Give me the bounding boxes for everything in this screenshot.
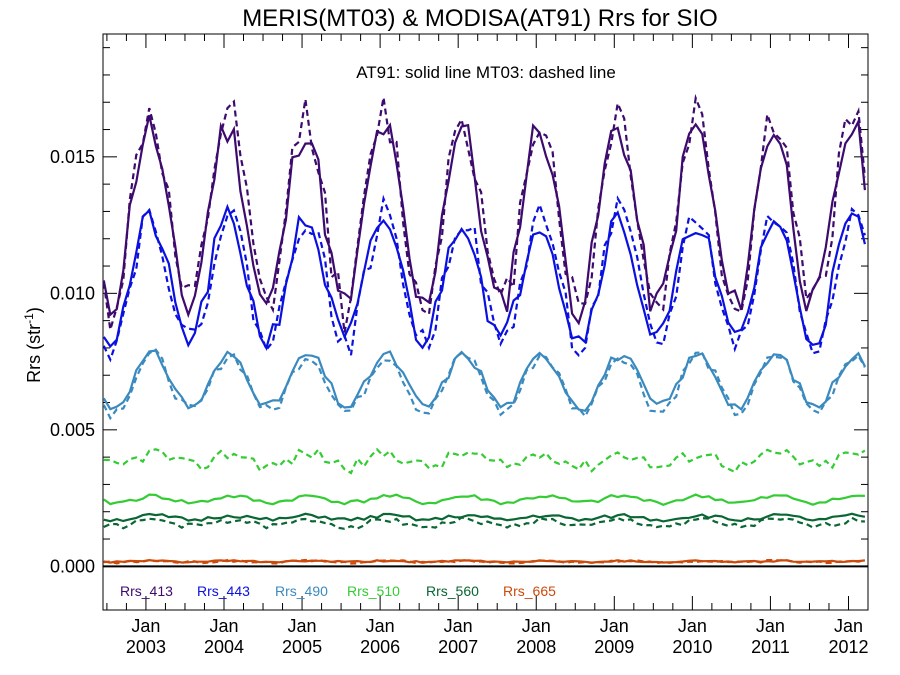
series-line-rrs_510-at91 — [103, 493, 865, 506]
series-line-rrs_560-mt03 — [103, 516, 865, 530]
x-tick-month-label: Jan — [834, 616, 863, 636]
x-tick-month-label: Jan — [444, 616, 473, 636]
legend-entry-rrs_665: Rrs_665 — [503, 583, 556, 599]
x-tick-year-label: 2003 — [126, 637, 166, 657]
legend-entry-rrs_413: Rrs_413 — [120, 583, 173, 599]
y-axis-label-close: ) — [24, 307, 44, 313]
plot-frame — [102, 33, 869, 611]
legend-entry-rrs_510: Rrs_510 — [347, 583, 400, 599]
y-tick-label: 0.000 — [50, 556, 95, 576]
x-tick-year-label: 2005 — [282, 637, 322, 657]
x-tick-year-label: 2011 — [751, 637, 790, 657]
y-tick-label: 0.005 — [50, 420, 95, 440]
x-tick-month-label: Jan — [678, 616, 707, 636]
series-line-rrs_665-mt03 — [103, 558, 866, 565]
x-tick-year-label: 2006 — [360, 637, 400, 657]
series-line-rrs_490-at91 — [102, 349, 866, 413]
x-tick-month-label: Jan — [756, 616, 785, 636]
x-tick-year-label: 2009 — [594, 637, 634, 657]
x-tick-month-label: Jan — [131, 616, 160, 636]
x-tick-month-label: Jan — [600, 616, 629, 636]
line-style-annotation: AT91: solid line MT03: dashed line — [356, 63, 616, 82]
x-tick-month-label: Jan — [209, 616, 238, 636]
y-axis-label: Rrs (str-1) — [22, 307, 44, 383]
chart-title: MERIS(MT03) & MODISA(AT91) Rrs for SIO — [242, 5, 718, 32]
x-tick-year-label: 2012 — [828, 637, 868, 657]
series-line-rrs_560-at91 — [103, 512, 866, 523]
series-line-rrs_510-mt03 — [103, 447, 866, 475]
series-line-rrs_413-mt03 — [102, 93, 866, 333]
y-axis-label-superscript: -1 — [22, 313, 36, 324]
x-tick-month-label: Jan — [366, 616, 395, 636]
legend-entry-rrs_443: Rrs_443 — [197, 583, 250, 599]
x-tick-year-label: 2007 — [438, 637, 478, 657]
legend-entry-rrs_560: Rrs_560 — [426, 583, 479, 599]
series-line-rrs_443-at91 — [102, 203, 866, 352]
x-tick-month-label: Jan — [522, 616, 551, 636]
x-tick-year-label: 2008 — [516, 637, 556, 657]
legend-entry-rrs_490: Rrs_490 — [275, 583, 328, 599]
x-tick-year-label: 2004 — [204, 637, 244, 657]
series-line-rrs_490-mt03 — [102, 348, 866, 421]
x-tick-month-label: Jan — [288, 616, 317, 636]
y-tick-label: 0.015 — [50, 147, 95, 167]
y-tick-label: 0.010 — [50, 283, 95, 303]
series-line-rrs_443-mt03 — [102, 194, 866, 363]
x-tick-year-label: 2010 — [672, 637, 712, 657]
y-axis-label-text: Rrs (str — [24, 324, 44, 383]
series-line-rrs_413-at91 — [102, 115, 866, 326]
plot-area: 0.0000.0050.0100.015Jan2003Jan2004Jan200… — [50, 33, 869, 657]
